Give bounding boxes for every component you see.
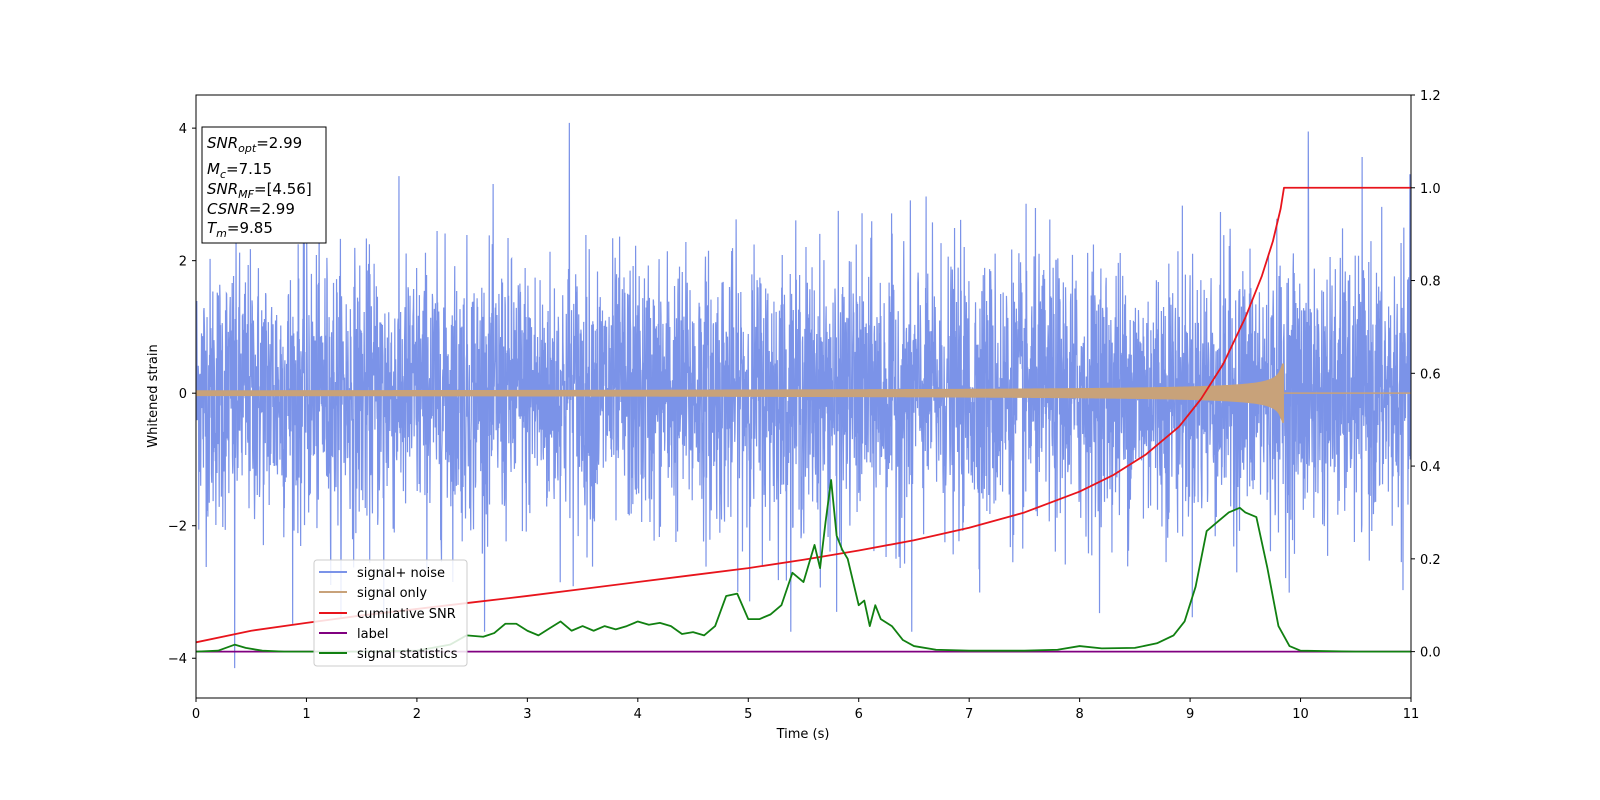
annotation-line: CSNR=2.99 [207, 200, 295, 218]
y-right-tick-label: 0.2 [1420, 553, 1441, 568]
annotation-value: =2.99 [256, 134, 302, 152]
annotation-value: =2.99 [249, 200, 295, 218]
annotation-line: SNRMF=[4.56] [207, 180, 312, 201]
annotation-line: Tm=9.85 [207, 219, 273, 240]
y-tick-label: 2 [179, 255, 187, 270]
y-right-tick-label: 0.0 [1420, 646, 1441, 661]
annotation-symbol: SNR [207, 180, 238, 198]
y-right-tick-label: 1.0 [1420, 182, 1441, 197]
x-axis-label: Time (s) [776, 727, 830, 742]
y-right-tick-label: 0.4 [1420, 460, 1441, 475]
y-tick-label: −2 [168, 520, 187, 535]
series-signal-statistics [196, 479, 1411, 653]
annotation-symbol: T [207, 219, 218, 237]
series-signal-only [196, 363, 1284, 423]
x-tick-label: 1 [302, 707, 310, 722]
annotation-value: =[4.56] [254, 180, 312, 198]
x-tick-label: 3 [523, 707, 531, 722]
annotation-line: SNRopt=2.99 [207, 134, 302, 155]
x-tick-label: 8 [1075, 707, 1083, 722]
y-tick-label: −4 [168, 652, 187, 667]
x-tick-label: 11 [1403, 707, 1420, 722]
ticks-layer: 0 1 2 3 4 5 6 7 8 9 10 11 −4 −2 0 2 4 0.0 0.2 0.4 0.6 0.8 1.0 1… [168, 89, 1441, 722]
annotation-value: =9.85 [227, 219, 273, 237]
legend-entry-label: cumilative SNR [357, 607, 456, 622]
legend-entry-label: label [357, 627, 388, 642]
annotation-subscript: c [220, 168, 226, 181]
y-right-tick-label: 0.6 [1420, 367, 1441, 382]
annotation-symbol: CSNR [207, 200, 249, 218]
annotation-line: Mc=7.15 [207, 160, 272, 181]
y-tick-label: 0 [179, 387, 187, 402]
annotation-symbol: SNR [207, 134, 238, 152]
annotation-subscript: opt [238, 142, 257, 155]
y-axis-label: Whitened strain [146, 344, 161, 447]
x-tick-label: 7 [965, 707, 973, 722]
x-tick-label: 6 [855, 707, 863, 722]
plot-frame [195, 94, 1412, 699]
y-right-tick-label: 1.2 [1420, 89, 1441, 104]
x-tick-label: 4 [634, 707, 642, 722]
y-right-tick-label: 0.8 [1420, 275, 1441, 290]
annotation-value: =7.15 [226, 160, 272, 178]
x-tick-label: 10 [1292, 707, 1309, 722]
y-tick-label: 4 [179, 122, 187, 137]
legend: signal+ noise signal only cumilative SNR la… [313, 559, 468, 667]
annotation-subscript: m [216, 227, 227, 240]
x-tick-label: 2 [413, 707, 421, 722]
annotation-subscript: MF [238, 188, 254, 201]
x-tick-label: 5 [744, 707, 752, 722]
annotation-frame [201, 126, 327, 244]
legend-frame [313, 559, 468, 667]
legend-entry-label: signal only [357, 586, 427, 601]
annotation-box: SNRopt=2.99Mc=7.15SNRMF=[4.56]CSNR=2.99T… [201, 126, 327, 244]
x-tick-label: 9 [1186, 707, 1194, 722]
annotation-symbol: M [207, 160, 220, 178]
legend-entry-label: signal+ noise [357, 566, 445, 581]
legend-entry-label: signal statistics [357, 647, 458, 662]
x-tick-label: 0 [192, 707, 200, 722]
